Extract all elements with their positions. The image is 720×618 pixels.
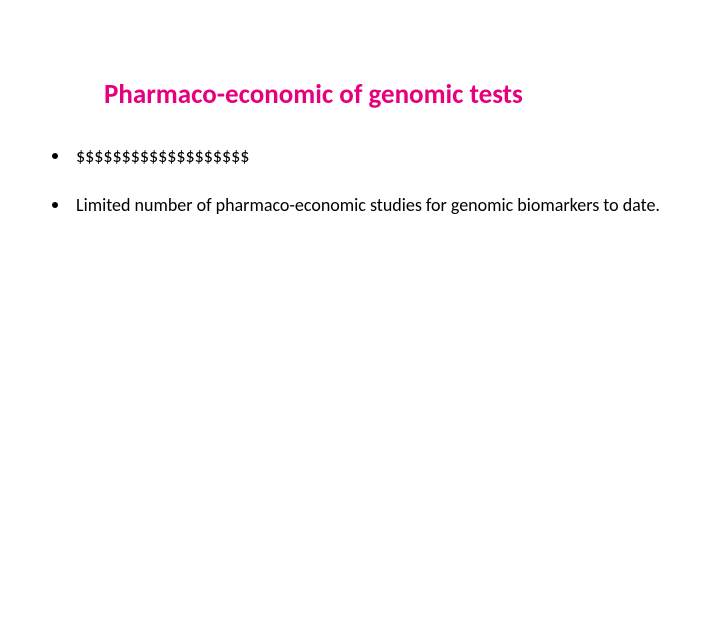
bullet-text: Limited number of pharmaco-economic stud… xyxy=(76,194,680,217)
bullet-icon xyxy=(52,202,58,208)
bullet-list: $$$$$$$$$$$$$$$$$$$ Limited number of ph… xyxy=(52,145,680,216)
slide-title: Pharmaco-economic of genomic tests xyxy=(104,78,720,111)
bullet-icon xyxy=(52,153,58,159)
list-item: Limited number of pharmaco-economic stud… xyxy=(52,194,680,217)
list-item: $$$$$$$$$$$$$$$$$$$ xyxy=(52,145,680,168)
slide-container: Pharmaco-economic of genomic tests $$$$$… xyxy=(0,78,720,618)
bullet-text: $$$$$$$$$$$$$$$$$$$ xyxy=(76,145,680,168)
